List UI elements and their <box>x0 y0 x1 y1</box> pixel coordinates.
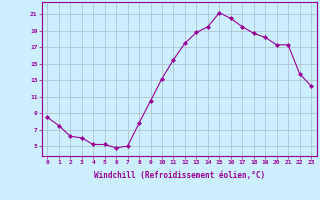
X-axis label: Windchill (Refroidissement éolien,°C): Windchill (Refroidissement éolien,°C) <box>94 171 265 180</box>
